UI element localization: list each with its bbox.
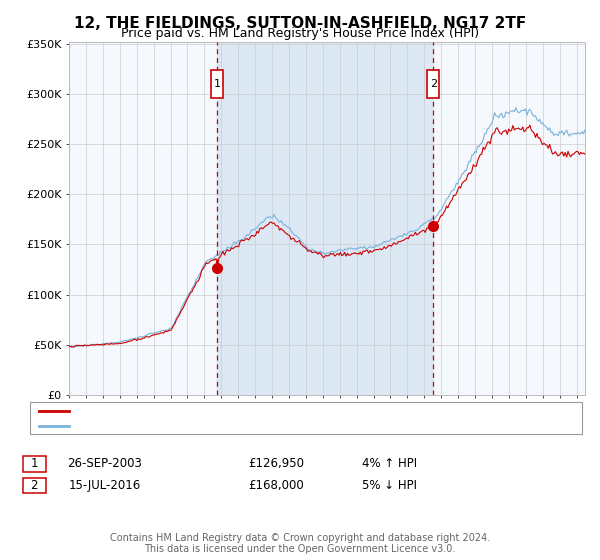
Text: 1: 1 [214, 79, 220, 89]
Bar [211, 70, 223, 98]
Bar [427, 70, 439, 98]
Text: 5% ↓ HPI: 5% ↓ HPI [362, 479, 418, 492]
Text: 2: 2 [430, 79, 437, 89]
Text: 12, THE FIELDINGS, SUTTON-IN-ASHFIELD, NG17 2TF: 12, THE FIELDINGS, SUTTON-IN-ASHFIELD, N… [74, 16, 526, 31]
Text: 2: 2 [31, 479, 38, 492]
Text: 4% ↑ HPI: 4% ↑ HPI [362, 457, 418, 470]
Text: £168,000: £168,000 [248, 479, 304, 492]
Text: Price paid vs. HM Land Registry's House Price Index (HPI): Price paid vs. HM Land Registry's House … [121, 27, 479, 40]
Text: 26-SEP-2003: 26-SEP-2003 [68, 457, 142, 470]
Bar [217, 42, 433, 395]
Text: £126,950: £126,950 [248, 457, 304, 470]
Text: HPI: Average price, detached house, Ashfield: HPI: Average price, detached house, Ashf… [73, 421, 325, 431]
Text: Contains HM Land Registry data © Crown copyright and database right 2024.
This d: Contains HM Land Registry data © Crown c… [110, 533, 490, 554]
Text: 12, THE FIELDINGS, SUTTON-IN-ASHFIELD, NG17 2TF (detached house): 12, THE FIELDINGS, SUTTON-IN-ASHFIELD, N… [73, 405, 469, 416]
Text: 15-JUL-2016: 15-JUL-2016 [69, 479, 141, 492]
Text: 1: 1 [31, 457, 38, 470]
